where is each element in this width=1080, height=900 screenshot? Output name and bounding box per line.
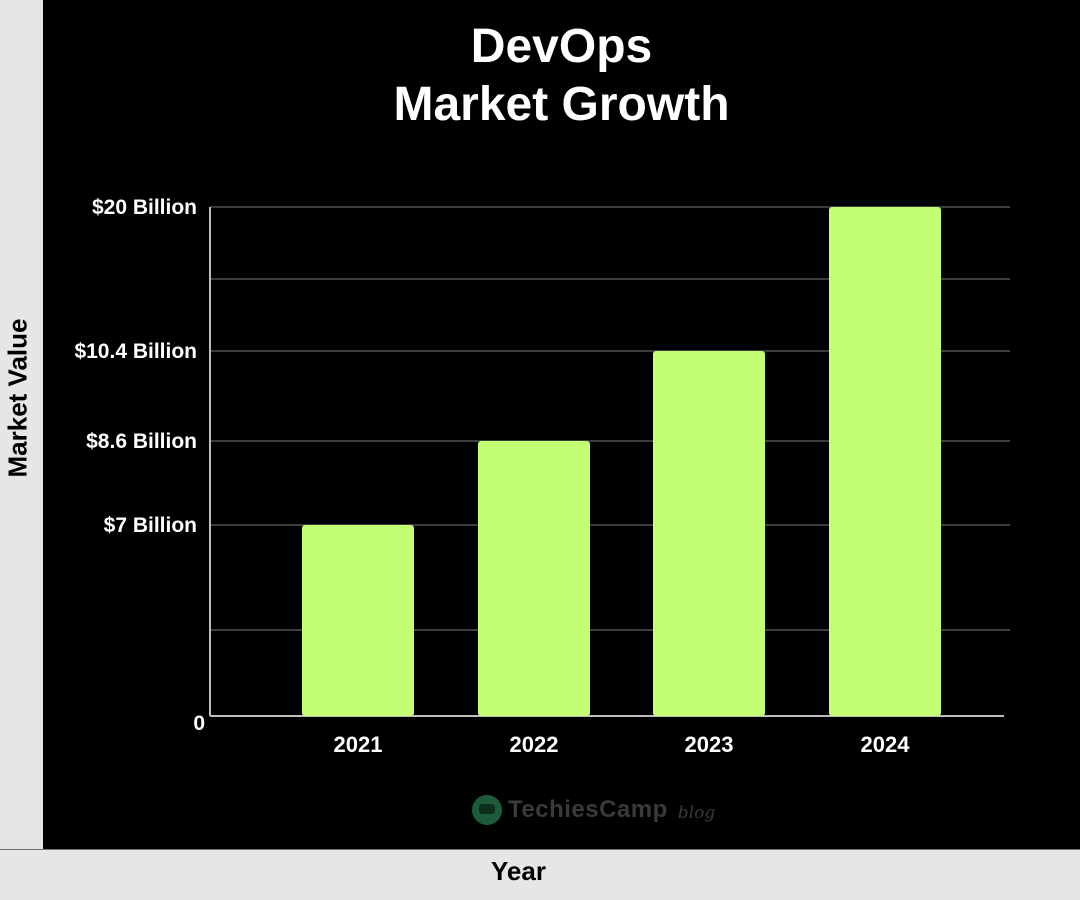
divider <box>0 849 1080 850</box>
chart-title: DevOps Market Growth <box>43 18 1080 134</box>
bar-2023 <box>653 351 765 716</box>
chart-title-line-2: Market Growth <box>393 78 730 131</box>
y-tick-label: $10.4 Billion <box>74 340 197 363</box>
watermark-name: TechiesCamp <box>508 796 668 823</box>
x-axis-title: Year <box>491 856 546 886</box>
chart-title-line-1: DevOps <box>470 20 653 73</box>
bar-2024 <box>829 207 941 716</box>
x-tick-label: 2023 <box>685 732 734 757</box>
x-tick-label: 2022 <box>510 732 559 757</box>
techiescamp-logo-icon <box>472 795 502 825</box>
bar-2022 <box>478 441 590 716</box>
y-tick-label: $7 Billion <box>104 514 197 537</box>
y-tick-label: $8.6 Billion <box>86 430 197 453</box>
watermark: TechiesCamp blog <box>472 792 715 828</box>
y-tick-label: $20 Billion <box>92 196 197 219</box>
x-tick-label: 2021 <box>334 732 383 757</box>
y-tick-label: 0 <box>193 712 205 735</box>
bar-2021 <box>302 525 414 716</box>
watermark-suffix: blog <box>677 803 716 823</box>
x-tick-label: 2024 <box>861 732 911 757</box>
